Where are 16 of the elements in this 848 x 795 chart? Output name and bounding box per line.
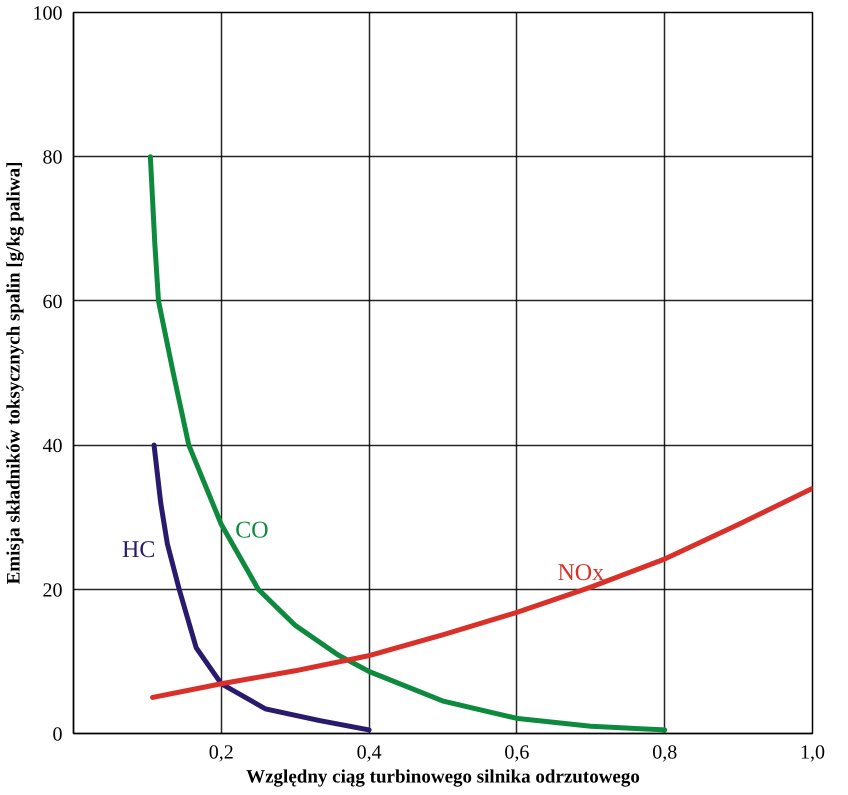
x-tick-label: 0,8: [652, 742, 678, 764]
y-axis-title: Emisja składników toksycznych spalin [g/kg paliwa]: [4, 162, 24, 584]
series-label: HC: [122, 536, 156, 563]
x-tick-label: 0,4: [356, 742, 382, 764]
x-tick-label: 1,0: [800, 742, 825, 764]
y-tick-label: 100: [32, 2, 62, 24]
series-label: CO: [235, 517, 269, 544]
x-axis-title: Względny ciąg turbinowego silnika odrzutowego: [246, 766, 640, 788]
y-tick-label: 20: [42, 579, 62, 602]
x-tick-label: 0,2: [208, 742, 234, 764]
x-tick-label: 0,6: [504, 742, 530, 764]
y-tick-label: 60: [42, 290, 62, 313]
y-tick-label: 40: [42, 435, 62, 458]
y-tick-label: 0: [52, 724, 62, 746]
series-label: NOx: [557, 560, 604, 586]
y-tick-label: 80: [42, 146, 62, 169]
